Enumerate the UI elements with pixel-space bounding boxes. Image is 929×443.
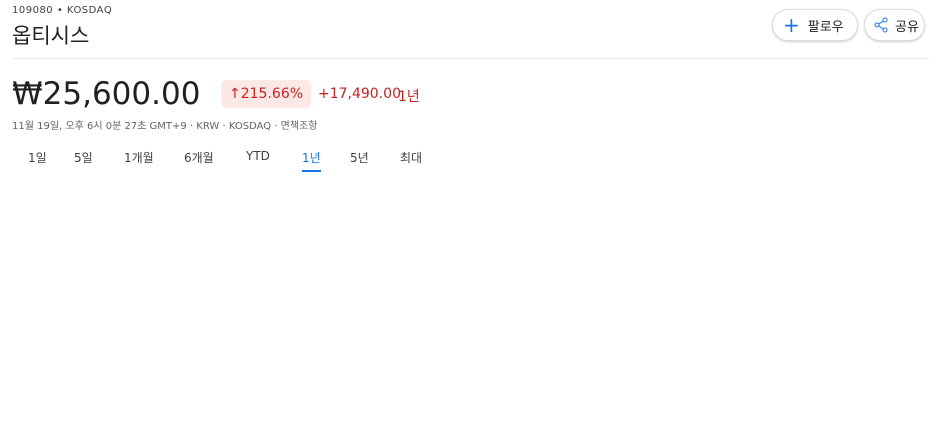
range-tab[interactable]: 6개월 [184,151,214,165]
plus-icon: + [783,13,800,37]
range-tab[interactable]: 최대 [400,151,423,165]
range-tab[interactable]: YTD [246,149,270,163]
up-arrow: ↑ [229,86,241,102]
range-tab[interactable]: 5년 [350,151,369,165]
price: ₩25,600.00 [12,76,201,112]
change: +17,490.00 [318,86,401,102]
share-icon: 5,00010,00015,00020,00025,00030,00035,00… [874,17,888,33]
meta: 11월 19일, 오후 6시 0분 27초 GMT+9 · KRW · KOSD… [12,121,318,132]
period: 1년 [398,89,420,105]
share-button[interactable]: 5,00010,00015,00020,00025,00030,00035,00… [864,9,925,41]
follow-button[interactable]: + 팔로우 [772,9,858,41]
range-tab[interactable]: 1개월 [124,151,154,165]
range-tab[interactable]: 1년 [302,149,321,172]
follow-label: 팔로우 [807,19,844,35]
divider [12,58,929,59]
range-tab[interactable]: 5일 [74,151,93,165]
ticker: 109080 • KOSDAQ [12,5,113,16]
range-tab[interactable]: 1일 [28,151,47,165]
share-label: 공유 [895,19,919,35]
change-pct-value: 215.66% [240,86,304,102]
change-pct: ↑ 215.66% [221,80,312,108]
stock-name: 옵티시스 [12,24,90,48]
